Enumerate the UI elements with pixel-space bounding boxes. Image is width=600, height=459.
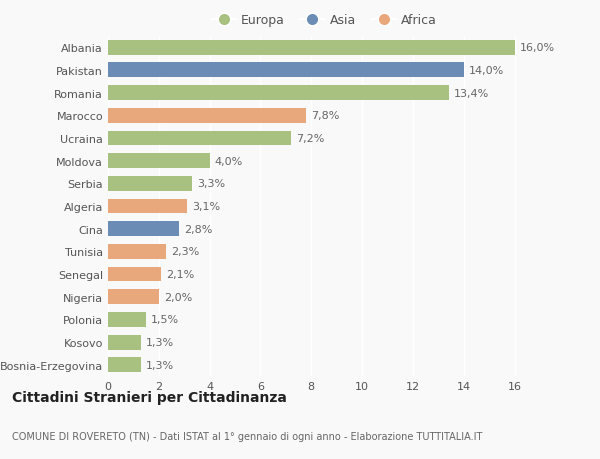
- Bar: [108, 222, 179, 236]
- Text: 3,3%: 3,3%: [197, 179, 225, 189]
- Text: 3,1%: 3,1%: [192, 202, 220, 212]
- Text: 14,0%: 14,0%: [469, 66, 504, 76]
- Text: 13,4%: 13,4%: [454, 88, 489, 98]
- Text: 7,2%: 7,2%: [296, 134, 325, 144]
- Text: 4,0%: 4,0%: [215, 156, 243, 166]
- Text: Cittadini Stranieri per Cittadinanza: Cittadini Stranieri per Cittadinanza: [12, 390, 287, 404]
- Text: 7,8%: 7,8%: [311, 111, 340, 121]
- Bar: [108, 109, 306, 123]
- Bar: [108, 131, 291, 146]
- Legend: Europa, Asia, Africa: Europa, Asia, Africa: [206, 9, 442, 32]
- Bar: [108, 245, 166, 259]
- Text: 1,5%: 1,5%: [151, 315, 179, 325]
- Bar: [108, 41, 515, 56]
- Bar: [108, 358, 141, 372]
- Text: 1,3%: 1,3%: [146, 337, 174, 347]
- Bar: [108, 290, 159, 304]
- Text: 16,0%: 16,0%: [520, 43, 555, 53]
- Text: 2,1%: 2,1%: [166, 269, 194, 280]
- Text: 2,3%: 2,3%: [172, 247, 200, 257]
- Text: 2,8%: 2,8%: [184, 224, 212, 234]
- Bar: [108, 154, 209, 168]
- Text: 2,0%: 2,0%: [164, 292, 192, 302]
- Text: 1,3%: 1,3%: [146, 360, 174, 370]
- Text: COMUNE DI ROVERETO (TN) - Dati ISTAT al 1° gennaio di ogni anno - Elaborazione T: COMUNE DI ROVERETO (TN) - Dati ISTAT al …: [12, 431, 482, 441]
- Bar: [108, 335, 141, 350]
- Bar: [108, 63, 464, 78]
- Bar: [108, 267, 161, 282]
- Bar: [108, 177, 192, 191]
- Bar: [108, 313, 146, 327]
- Bar: [108, 199, 187, 214]
- Bar: [108, 86, 449, 101]
